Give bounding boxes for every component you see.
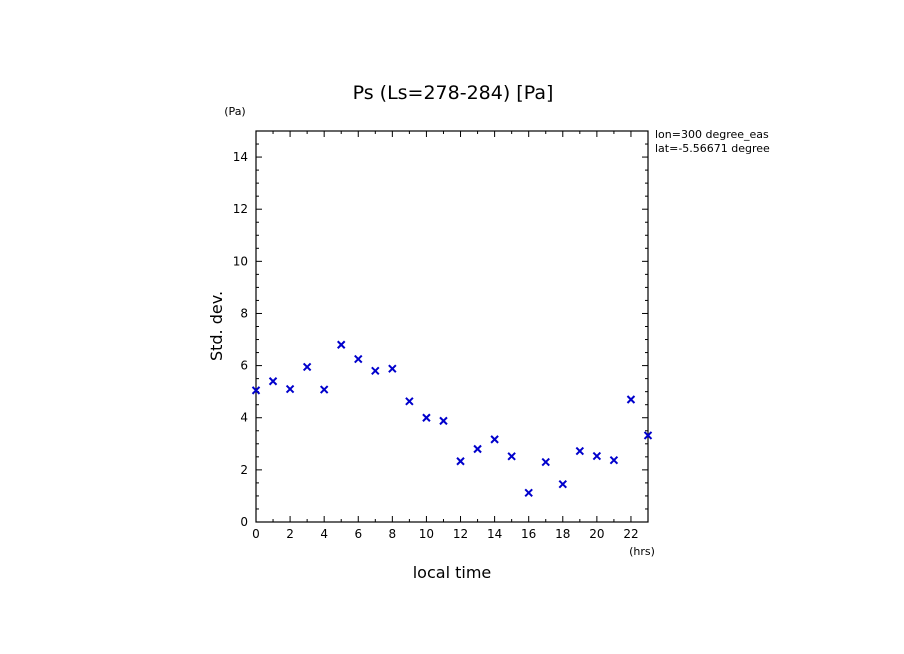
- x-axis-ticks: 0 2 4 6 8 10 12 14 16 18 20 22: [252, 131, 649, 541]
- data-point: [456, 457, 465, 466]
- data-point: [388, 364, 397, 373]
- x-tick-label: 22: [623, 527, 638, 541]
- x-unit-label: (hrs): [629, 545, 655, 558]
- x-tick-label: 2: [286, 527, 294, 541]
- data-point: [439, 416, 448, 426]
- data-point: [490, 435, 499, 444]
- data-point: [609, 456, 619, 465]
- y-unit-label: (Pa): [224, 105, 245, 118]
- x-tick-label: 18: [555, 527, 570, 541]
- x-tick-label: 12: [453, 527, 468, 541]
- y-tick-label: 2: [240, 463, 248, 477]
- data-point: [524, 488, 533, 498]
- y-tick-label: 6: [240, 359, 248, 373]
- x-axis-label: local time: [413, 563, 492, 582]
- data-point: [319, 385, 329, 394]
- data-point: [285, 384, 295, 394]
- annotation-latitude: lat=-5.56671 degree: [655, 142, 770, 155]
- data-points: [251, 340, 653, 498]
- x-tick-label: 16: [521, 527, 536, 541]
- y-tick-label: 4: [240, 411, 248, 425]
- x-tick-label: 4: [320, 527, 328, 541]
- x-tick-label: 0: [252, 527, 260, 541]
- x-tick-label: 8: [389, 527, 397, 541]
- data-point: [268, 377, 278, 386]
- data-point: [541, 457, 550, 467]
- data-point: [405, 397, 414, 406]
- chart-title: Ps (Ls=278-284) [Pa]: [353, 82, 554, 104]
- data-point: [371, 366, 380, 376]
- data-point: [473, 444, 482, 454]
- y-tick-label: 0: [240, 515, 248, 529]
- data-point: [575, 446, 585, 456]
- data-point: [626, 395, 636, 404]
- annotation-longitude: lon=300 degree_eas: [655, 128, 769, 141]
- data-point: [592, 451, 602, 461]
- data-point: [643, 431, 653, 440]
- data-point: [354, 354, 363, 364]
- y-axis-label: Std. dev.: [207, 291, 226, 361]
- y-tick-label: 8: [240, 306, 248, 320]
- y-tick-label: 14: [233, 150, 248, 164]
- data-point: [251, 386, 261, 395]
- data-point: [302, 362, 312, 372]
- plot-frame: [255, 130, 649, 523]
- data-point: [422, 413, 431, 422]
- y-tick-label: 12: [233, 202, 248, 216]
- data-point: [558, 479, 567, 489]
- x-tick-label: 14: [487, 527, 502, 541]
- x-tick-label: 20: [589, 527, 604, 541]
- x-tick-label: 10: [419, 527, 434, 541]
- data-point: [507, 452, 516, 461]
- x-tick-label: 6: [354, 527, 362, 541]
- y-axis-ticks: 0 2 4 6 8 10 12 14: [233, 130, 648, 529]
- y-tick-label: 10: [233, 254, 248, 268]
- data-point: [337, 340, 346, 349]
